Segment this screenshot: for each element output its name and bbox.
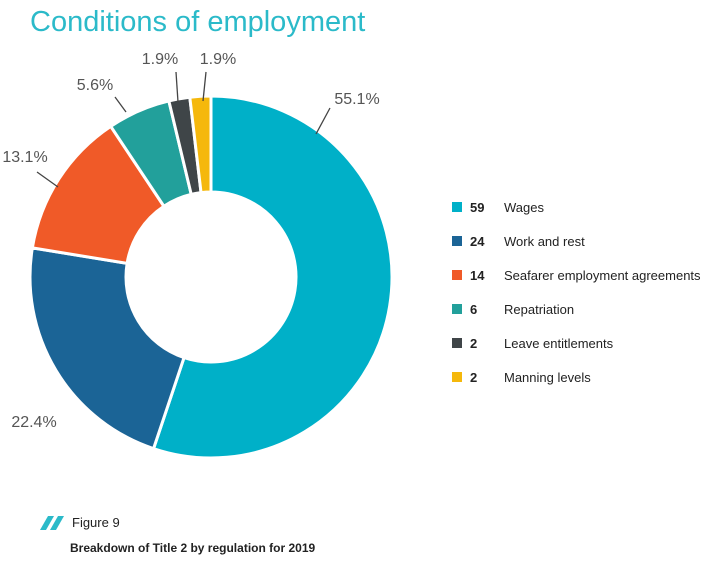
slice-percent-label: 1.9% [200, 51, 236, 68]
leader-line [36, 171, 59, 188]
legend-item: 59 Wages [452, 190, 701, 224]
legend-count: 2 [470, 369, 478, 385]
slice-percent-label: 13.1% [2, 149, 47, 166]
legend-swatch [452, 270, 462, 280]
legend-label: Seafarer employment agreements [504, 267, 701, 283]
legend-swatch [452, 338, 462, 348]
slice-labels: 55.1% 22.4% 13.1% 5.6% 1.9% 1.9% [2, 51, 379, 431]
legend-item: 6 Repatriation [452, 292, 701, 326]
legend-count: 14 [470, 267, 485, 283]
legend-item: 24 Work and rest [452, 224, 701, 258]
legend-label: Manning levels [504, 369, 591, 385]
slice-manning-levels [188, 94, 213, 195]
legend-item: 14 Seafarer employment agreements [452, 258, 701, 292]
legend-label: Work and rest [504, 233, 585, 249]
chart-title: Conditions of employment [30, 6, 366, 38]
legend-count: 6 [470, 301, 478, 317]
legend-label: Leave entitlements [504, 335, 614, 351]
legend-count: 59 [470, 199, 485, 215]
leader-line [202, 71, 207, 102]
legend-label: Repatriation [504, 301, 575, 317]
leader-line [114, 96, 127, 113]
legend: 59 Wages 24 Work and rest 14 Seafarer employm… [452, 190, 701, 394]
legend-swatch [452, 304, 462, 314]
figure-number: Figure 9 [72, 515, 120, 530]
leader-lines [36, 71, 331, 188]
leader-line [175, 71, 179, 103]
legend-item: 2 Leave entitlements [452, 326, 701, 360]
legend-swatch [452, 236, 462, 246]
legend-count: 2 [470, 335, 478, 351]
slice-percent-label: 1.9% [142, 51, 178, 68]
leader-line [315, 107, 331, 135]
slice-work-and-rest [28, 246, 186, 451]
figure-caption: Breakdown of Title 2 by regulation for 2… [70, 541, 316, 555]
slice-percent-label: 55.1% [334, 91, 379, 108]
slice-percent-label: 22.4% [11, 414, 56, 431]
slice-wages [151, 94, 394, 460]
figure-mark-icon [40, 516, 64, 530]
donut-slices [28, 94, 394, 460]
legend-swatch [452, 372, 462, 382]
legend-swatch [452, 202, 462, 212]
slice-percent-label: 5.6% [77, 77, 113, 94]
legend-count: 24 [470, 233, 485, 249]
legend-label: Wages [504, 199, 544, 215]
legend-item: 2 Manning levels [452, 360, 701, 394]
